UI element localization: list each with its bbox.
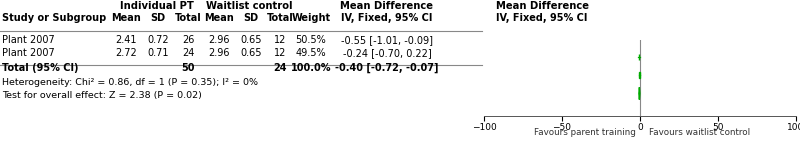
Text: -0.40 [-0.72, -0.07]: -0.40 [-0.72, -0.07]	[335, 63, 438, 73]
Text: Waitlist control: Waitlist control	[206, 1, 293, 11]
Text: Mean: Mean	[204, 13, 234, 23]
Text: Favours parent training: Favours parent training	[534, 128, 636, 137]
Text: Total: Total	[266, 13, 294, 23]
Text: Individual PT: Individual PT	[120, 1, 194, 11]
Text: Mean Difference: Mean Difference	[341, 1, 434, 11]
Text: SD: SD	[150, 13, 166, 23]
Text: 50.5%: 50.5%	[296, 35, 326, 45]
Text: 2.96: 2.96	[208, 35, 230, 45]
Text: Test for overall effect: Z = 2.38 (P = 0.02): Test for overall effect: Z = 2.38 (P = 0…	[2, 91, 202, 100]
Text: IV, Fixed, 95% CI: IV, Fixed, 95% CI	[342, 13, 433, 23]
Text: Mean: Mean	[111, 13, 141, 23]
Text: Total: Total	[174, 13, 202, 23]
Polygon shape	[639, 87, 640, 100]
Text: 2.41: 2.41	[115, 35, 137, 45]
Text: 50: 50	[182, 63, 194, 73]
Text: 0.65: 0.65	[240, 48, 262, 58]
Text: 0.72: 0.72	[147, 35, 169, 45]
Text: Study or Subgroup: Study or Subgroup	[2, 13, 106, 23]
Text: 100.0%: 100.0%	[290, 63, 331, 73]
Text: Plant 2007: Plant 2007	[2, 35, 54, 45]
Text: Favours waitlist control: Favours waitlist control	[650, 128, 750, 137]
Text: 12: 12	[274, 48, 286, 58]
Text: 12: 12	[274, 35, 286, 45]
Text: Total (95% CI): Total (95% CI)	[2, 63, 78, 73]
Text: IV, Fixed, 95% CI: IV, Fixed, 95% CI	[496, 13, 588, 23]
Text: 0.71: 0.71	[147, 48, 169, 58]
Text: Mean Difference: Mean Difference	[495, 1, 589, 11]
Text: 2.96: 2.96	[208, 48, 230, 58]
Text: Heterogeneity: Chi² = 0.86, df = 1 (P = 0.35); I² = 0%: Heterogeneity: Chi² = 0.86, df = 1 (P = …	[2, 78, 258, 87]
Text: 2.72: 2.72	[115, 48, 137, 58]
Text: 49.5%: 49.5%	[296, 48, 326, 58]
Text: -0.55 [-1.01, -0.09]: -0.55 [-1.01, -0.09]	[341, 35, 433, 45]
Text: 24: 24	[274, 63, 286, 73]
Text: 0.65: 0.65	[240, 35, 262, 45]
Text: 24: 24	[182, 48, 194, 58]
Text: -0.24 [-0.70, 0.22]: -0.24 [-0.70, 0.22]	[342, 48, 431, 58]
Text: 26: 26	[182, 35, 194, 45]
Text: Plant 2007: Plant 2007	[2, 48, 54, 58]
Text: Weight: Weight	[291, 13, 330, 23]
Text: SD: SD	[243, 13, 258, 23]
